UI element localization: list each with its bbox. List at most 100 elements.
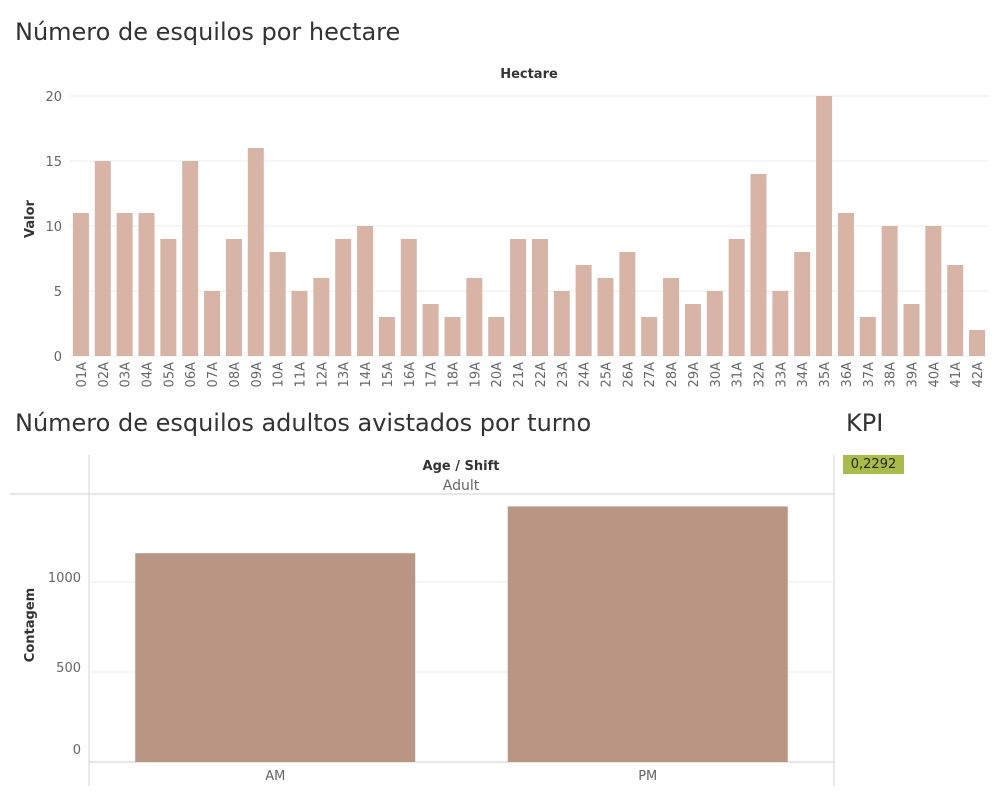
bar-02A[interactable] xyxy=(94,161,111,356)
bar-18A[interactable] xyxy=(444,317,461,356)
x-tick-label: 25A xyxy=(600,362,615,388)
x-tick-label: AM xyxy=(265,769,285,784)
x-tick-label: 33A xyxy=(774,362,789,388)
x-tick-label: 18A xyxy=(447,362,462,388)
bar-12A[interactable] xyxy=(313,278,330,356)
x-tick-label: 11A xyxy=(294,362,309,388)
x-tick-label: 04A xyxy=(141,362,156,388)
x-tick-label: 02A xyxy=(97,362,112,388)
x-tick-label: 38A xyxy=(884,362,899,388)
bar-41A[interactable] xyxy=(947,265,964,356)
x-tick-label: 15A xyxy=(381,362,396,388)
bar-am[interactable] xyxy=(135,553,416,762)
x-tick-label: 05A xyxy=(162,362,177,388)
bar-40A[interactable] xyxy=(925,226,942,356)
x-tick-label: 06A xyxy=(184,362,199,388)
y-tick-label: 0 xyxy=(54,350,62,365)
x-tick-label: 24A xyxy=(578,362,593,388)
y-tick-label: 500 xyxy=(56,661,81,676)
bar-32A[interactable] xyxy=(750,174,767,356)
bar-39A[interactable] xyxy=(903,304,920,356)
x-tick-label: 26A xyxy=(621,362,636,388)
bar-03A[interactable] xyxy=(116,213,133,356)
bar-38A[interactable] xyxy=(881,226,898,356)
bar-25A[interactable] xyxy=(597,278,614,356)
bar-06A[interactable] xyxy=(182,161,199,356)
bar-11A[interactable] xyxy=(291,291,308,356)
hectare-x-ticks: 01A 02A 03A 04A 05A 06A 07A 08A 09A 10A 11A 12A 13A 1… xyxy=(75,362,986,388)
hectare-y-ticks: 0 5 10 15 20 xyxy=(45,90,62,365)
x-tick-label: 29A xyxy=(687,362,702,388)
bar-31A[interactable] xyxy=(728,239,745,356)
x-tick-label: 17A xyxy=(425,362,440,388)
bar-42A[interactable] xyxy=(969,330,986,356)
bar-34A[interactable] xyxy=(794,252,811,356)
x-tick-label: 21A xyxy=(512,362,527,388)
y-tick-label: 20 xyxy=(45,90,62,105)
bar-24A[interactable] xyxy=(575,265,592,356)
bar-21A[interactable] xyxy=(510,239,527,356)
bar-33A[interactable] xyxy=(772,291,789,356)
bar-08A[interactable] xyxy=(225,239,242,356)
x-tick-label: 16A xyxy=(403,362,418,388)
bar-10A[interactable] xyxy=(269,252,286,356)
x-tick-label: 08A xyxy=(228,362,243,388)
bar-27A[interactable] xyxy=(641,317,658,356)
bar-29A[interactable] xyxy=(684,304,701,356)
y-tick-label: 1000 xyxy=(48,571,81,586)
bar-37A[interactable] xyxy=(859,317,876,356)
shift-y-axis-title: Contagem xyxy=(23,588,38,662)
y-tick-label: 15 xyxy=(45,155,62,170)
x-tick-label: 13A xyxy=(337,362,352,388)
bar-pm[interactable] xyxy=(507,506,788,762)
x-tick-label: 35A xyxy=(818,362,833,388)
x-tick-label: 23A xyxy=(556,362,571,388)
hectare-chart-title: Número de esquilos por hectare xyxy=(15,18,401,46)
bar-35A[interactable] xyxy=(816,96,833,356)
bar-01A[interactable] xyxy=(72,213,89,356)
x-tick-label: 36A xyxy=(840,362,855,388)
bar-19A[interactable] xyxy=(466,278,483,356)
x-tick-label: 40A xyxy=(927,362,942,388)
kpi-value-badge: 0,2292 xyxy=(843,455,904,474)
bar-16A[interactable] xyxy=(400,239,417,356)
shift-chart-title: Número de esquilos adultos avistados por… xyxy=(15,409,592,437)
bar-26A[interactable] xyxy=(619,252,636,356)
bar-30A[interactable] xyxy=(706,291,723,356)
hectare-header-label: Hectare xyxy=(500,67,558,82)
x-tick-label: 32A xyxy=(753,362,768,388)
bar-09A[interactable] xyxy=(247,148,264,356)
x-tick-label: 12A xyxy=(315,362,330,388)
hectare-gridlines xyxy=(70,95,988,357)
bar-22A[interactable] xyxy=(531,239,548,356)
bar-07A[interactable] xyxy=(204,291,221,356)
bar-15A[interactable] xyxy=(378,317,395,356)
shift-subheader-label: Adult xyxy=(443,478,480,494)
bar-13A[interactable] xyxy=(335,239,352,356)
x-tick-label: 14A xyxy=(359,362,374,388)
x-tick-label: 42A xyxy=(971,362,986,388)
bar-04A[interactable] xyxy=(138,213,155,356)
y-tick-label: 0 xyxy=(73,743,81,758)
bar-23A[interactable] xyxy=(553,291,570,356)
hectare-bar-chart: Hectare Valor 0 5 10 15 20 01A 02A 03A 04A 05A 06… xyxy=(23,67,988,388)
x-tick-label: 03A xyxy=(119,362,134,388)
x-tick-label: 01A xyxy=(75,362,90,388)
hectare-y-axis-title: Valor xyxy=(23,199,38,238)
bar-20A[interactable] xyxy=(488,317,505,356)
bar-14A[interactable] xyxy=(357,226,374,356)
x-tick-label: 34A xyxy=(796,362,811,388)
shift-x-ticks: AM PM xyxy=(265,769,657,784)
kpi-title: KPI xyxy=(846,409,884,437)
bar-17A[interactable] xyxy=(422,304,439,356)
bar-28A[interactable] xyxy=(663,278,680,356)
shift-header-label: Age / Shift xyxy=(423,459,500,474)
x-tick-label: 09A xyxy=(250,362,265,388)
shift-bars xyxy=(135,506,788,762)
x-tick-label: 07A xyxy=(206,362,221,388)
bar-36A[interactable] xyxy=(837,213,854,356)
y-tick-label: 5 xyxy=(54,285,62,300)
x-tick-label: 19A xyxy=(468,362,483,388)
bar-05A[interactable] xyxy=(160,239,177,356)
